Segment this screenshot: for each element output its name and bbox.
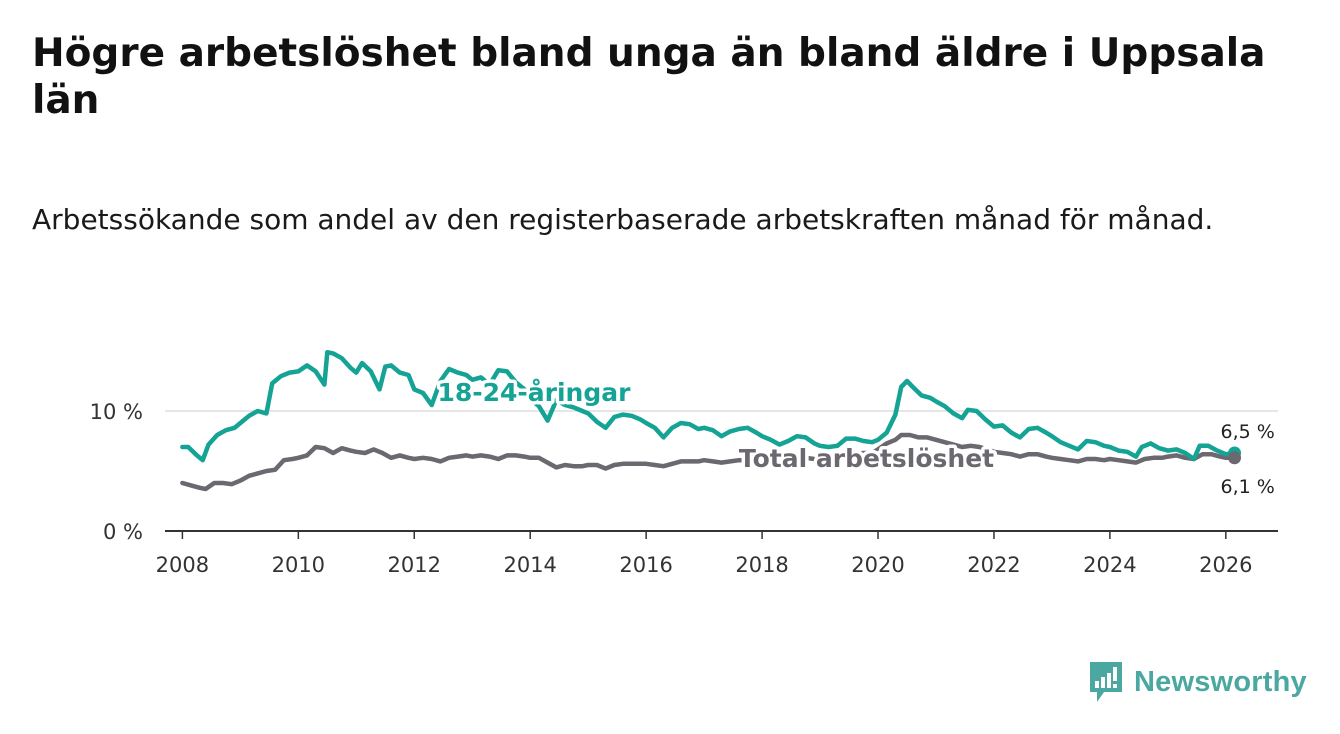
x-tick-label: 2010 xyxy=(272,553,325,577)
end-value-label-1: 6,1 % xyxy=(1221,476,1275,498)
x-tick-label: 2014 xyxy=(503,553,556,577)
y-tick-label: 0 % xyxy=(103,520,143,544)
end-value-label-0: 6,5 % xyxy=(1221,421,1275,443)
x-tick-label: 2022 xyxy=(967,553,1020,577)
end-marker-1 xyxy=(1228,451,1242,465)
series-lines xyxy=(180,349,1237,492)
brand-name: Newsworthy xyxy=(1134,665,1307,698)
series-label-0: 18-24-åringar xyxy=(437,378,631,407)
series-line-0 xyxy=(180,349,1237,463)
bar-chart-bubble-icon xyxy=(1090,662,1122,702)
x-axis: 2008 2010 2012 2014 2016 2018 2020 2022 2024 2026 xyxy=(156,530,1278,577)
chart-title: Högre arbetslöshet bland unga än bland ä… xyxy=(32,31,1266,123)
x-tick-label: 2020 xyxy=(851,553,904,577)
series-line-1 xyxy=(180,432,1237,492)
y-axis: 0 % 10 % xyxy=(90,400,143,544)
chart-subtitle: Arbetssökande som andel av den registerb… xyxy=(32,203,1214,236)
series-label-halo: Total arbetslöshet xyxy=(739,444,994,473)
x-tick-label: 2026 xyxy=(1199,553,1252,577)
x-tick-label: 2018 xyxy=(735,553,788,577)
end-markers: 6,5 % 6,1 % xyxy=(1221,421,1275,498)
series-label-1: Total arbetslöshet xyxy=(739,444,994,473)
line-chart: 0 % 10 % 2008 2010 2012 2014 2016 2018 2020 2022… xyxy=(90,349,1278,577)
x-tick-label: 2024 xyxy=(1083,553,1136,577)
x-tick-label: 2012 xyxy=(388,553,441,577)
y-tick-label: 10 % xyxy=(90,400,143,424)
newsworthy-logo: Newsworthy xyxy=(1088,660,1307,704)
x-tick-label: 2008 xyxy=(156,553,209,577)
x-tick-label: 2016 xyxy=(619,553,672,577)
series-label-halo: 18-24-åringar xyxy=(437,378,631,407)
